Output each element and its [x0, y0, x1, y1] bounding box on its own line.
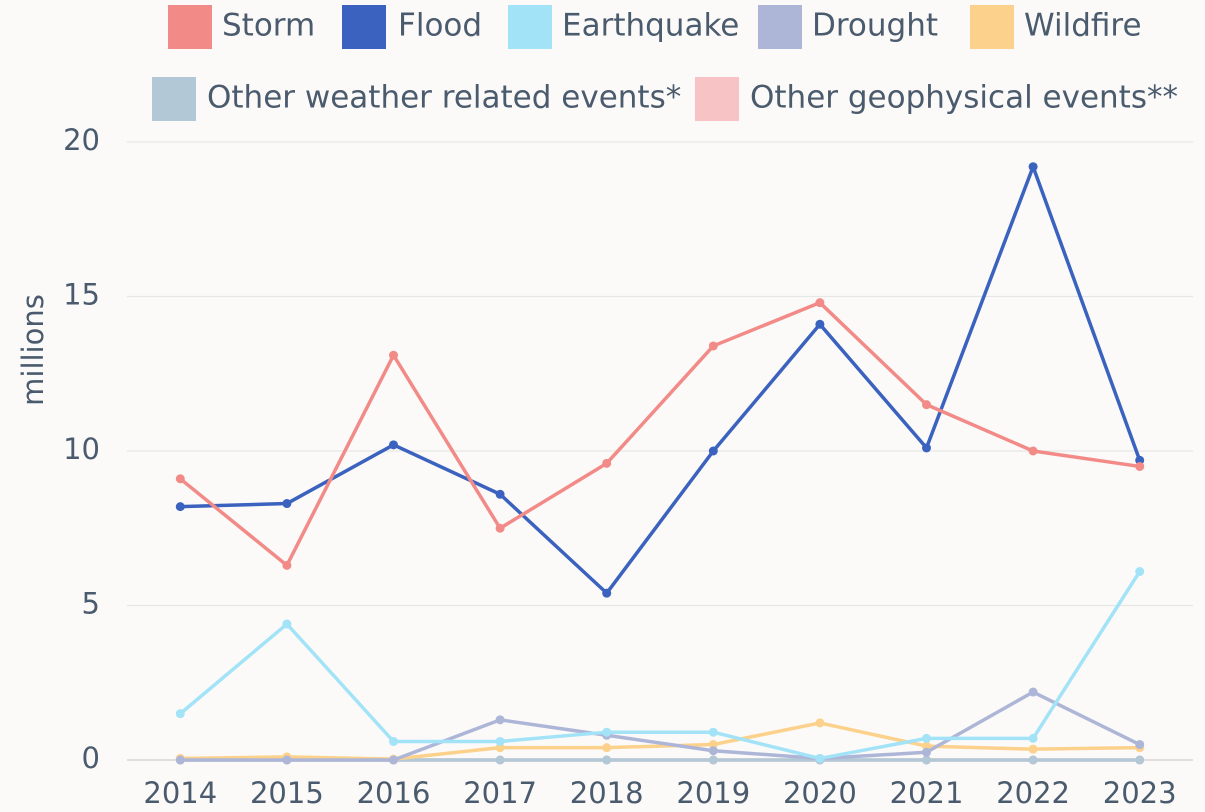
data-point — [495, 715, 505, 725]
x-tick-label: 2017 — [463, 776, 537, 810]
legend-swatch — [152, 77, 196, 121]
data-point — [708, 446, 718, 456]
data-point — [495, 743, 505, 753]
y-tick-label: 0 — [82, 741, 100, 775]
data-point — [922, 747, 931, 757]
legend-label: Storm — [222, 8, 315, 44]
data-point — [389, 350, 398, 360]
data-point — [389, 736, 398, 746]
data-point — [1135, 567, 1145, 577]
data-point — [175, 502, 185, 512]
data-point — [922, 400, 931, 410]
y-tick-label: 15 — [63, 278, 100, 312]
data-point — [815, 319, 825, 329]
data-point — [922, 755, 931, 765]
y-tick-label: 20 — [63, 123, 100, 157]
data-point — [708, 740, 718, 750]
x-tick-label: 2015 — [250, 776, 324, 810]
legend-swatch — [342, 5, 386, 49]
data-point — [708, 755, 718, 765]
data-point — [282, 619, 292, 629]
x-tick-label: 2021 — [890, 776, 964, 810]
data-point — [282, 755, 292, 765]
data-point — [1135, 755, 1145, 765]
legend-swatch — [695, 77, 739, 121]
x-tick-label: 2014 — [143, 776, 217, 810]
x-tick-label: 2020 — [783, 776, 857, 810]
x-tick-label: 2023 — [1103, 776, 1177, 810]
data-point — [1028, 733, 1038, 743]
legend-label: Other weather related events* — [207, 80, 681, 116]
data-point — [389, 440, 398, 450]
data-point — [922, 443, 931, 453]
data-point — [815, 298, 825, 308]
legend-swatch — [970, 5, 1014, 49]
data-point — [175, 709, 185, 719]
data-point — [602, 755, 612, 765]
x-tick-label: 2019 — [676, 776, 750, 810]
data-point — [175, 755, 185, 765]
series-line — [180, 690, 1141, 762]
data-point — [282, 499, 292, 509]
data-point — [1028, 687, 1038, 697]
series-line — [180, 721, 1140, 761]
data-point — [602, 588, 612, 598]
y-axis-label: millions — [16, 294, 50, 406]
data-point — [602, 743, 612, 753]
data-point — [389, 755, 398, 765]
data-point — [175, 474, 185, 484]
data-point — [708, 341, 718, 351]
data-point — [495, 736, 505, 746]
data-point — [495, 523, 505, 533]
legend-label: Drought — [812, 8, 938, 44]
data-point — [1135, 455, 1145, 465]
data-point — [922, 733, 931, 743]
legend-swatch — [508, 5, 552, 49]
data-point — [1028, 755, 1038, 765]
x-tick-label: 2022 — [996, 776, 1070, 810]
data-point — [1135, 461, 1145, 471]
data-point — [1135, 740, 1145, 750]
data-point — [602, 458, 612, 468]
series-line — [180, 164, 1142, 595]
data-point — [922, 741, 931, 751]
data-point — [1028, 162, 1038, 172]
series-line — [179, 300, 1140, 568]
x-tick-label: 2018 — [570, 776, 644, 810]
data-point — [1028, 744, 1038, 754]
data-point — [815, 753, 825, 763]
legend-label: Wildfire — [1024, 8, 1142, 44]
series-line — [179, 570, 1142, 761]
legend-label: Other geophysical events** — [750, 80, 1178, 116]
data-point — [282, 560, 292, 570]
legend-label: Flood — [398, 8, 482, 44]
data-point — [1028, 446, 1038, 456]
data-point — [815, 718, 825, 728]
legend-swatch — [168, 5, 212, 49]
legend-label: Earthquake — [562, 8, 739, 44]
x-tick-label: 2016 — [357, 776, 431, 810]
data-point — [495, 489, 505, 499]
data-point — [602, 727, 612, 737]
y-tick-label: 10 — [63, 432, 100, 466]
y-tick-label: 5 — [82, 587, 100, 621]
legend-swatch — [758, 5, 802, 49]
data-point — [495, 755, 505, 765]
data-point — [708, 746, 718, 756]
data-point — [708, 727, 718, 737]
